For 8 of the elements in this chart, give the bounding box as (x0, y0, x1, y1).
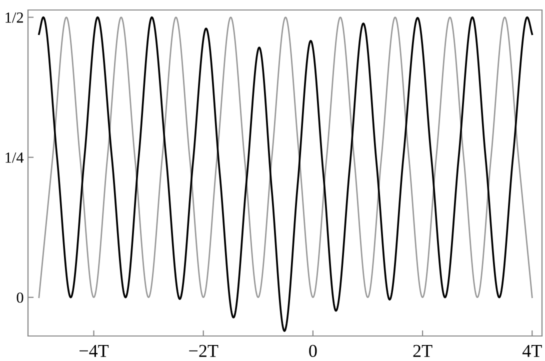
y-tick-label: 0 (16, 292, 24, 303)
x-tick-label: −2T (189, 344, 218, 357)
y-tick-label: 1/4 (6, 152, 24, 163)
x-tick-label: 0 (309, 344, 317, 358)
x-tick-label: 2T (413, 344, 432, 357)
x-tick-label: 4T (522, 344, 542, 357)
y-tick-label: 1/2 (6, 12, 23, 23)
x-tick-label: −4T (80, 344, 109, 357)
